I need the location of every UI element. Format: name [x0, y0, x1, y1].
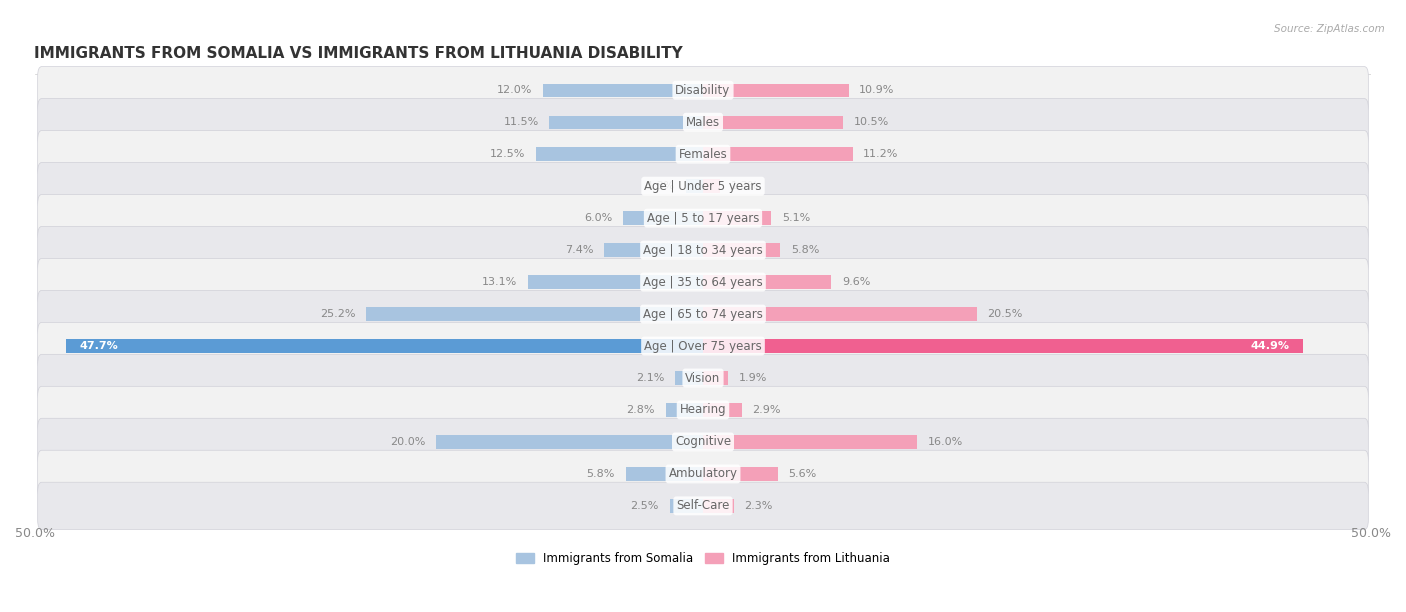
Bar [623, 211, 703, 225]
Bar [703, 179, 720, 193]
Text: Source: ZipAtlas.com: Source: ZipAtlas.com [1274, 24, 1385, 34]
Text: 2.3%: 2.3% [744, 501, 773, 511]
Text: 20.0%: 20.0% [389, 437, 425, 447]
Text: 9.6%: 9.6% [842, 277, 870, 287]
Bar [436, 435, 703, 449]
Text: 44.9%: 44.9% [1250, 341, 1289, 351]
Bar [703, 147, 852, 161]
Text: 20.5%: 20.5% [987, 309, 1024, 319]
Bar [703, 116, 844, 129]
Bar [529, 275, 703, 289]
Text: 11.2%: 11.2% [863, 149, 898, 159]
FancyBboxPatch shape [38, 354, 1368, 401]
Text: 13.1%: 13.1% [482, 277, 517, 287]
FancyBboxPatch shape [38, 418, 1368, 466]
Text: 7.4%: 7.4% [565, 245, 593, 255]
FancyBboxPatch shape [38, 291, 1368, 338]
Text: 5.1%: 5.1% [782, 213, 810, 223]
Bar [66, 339, 703, 353]
Bar [703, 499, 734, 513]
Text: Age | 18 to 34 years: Age | 18 to 34 years [643, 244, 763, 256]
Bar [605, 244, 703, 257]
Bar [675, 371, 703, 385]
Text: 1.3%: 1.3% [647, 181, 675, 191]
Bar [703, 339, 1303, 353]
Text: Age | Under 5 years: Age | Under 5 years [644, 180, 762, 193]
Text: 1.9%: 1.9% [740, 373, 768, 383]
Text: Disability: Disability [675, 84, 731, 97]
Bar [703, 371, 728, 385]
Bar [703, 275, 831, 289]
Bar [703, 403, 742, 417]
Text: 25.2%: 25.2% [321, 309, 356, 319]
Text: IMMIGRANTS FROM SOMALIA VS IMMIGRANTS FROM LITHUANIA DISABILITY: IMMIGRANTS FROM SOMALIA VS IMMIGRANTS FR… [34, 46, 682, 61]
Text: 2.5%: 2.5% [630, 501, 659, 511]
FancyBboxPatch shape [38, 258, 1368, 306]
Text: Hearing: Hearing [679, 403, 727, 417]
Text: 2.8%: 2.8% [627, 405, 655, 415]
Text: 10.9%: 10.9% [859, 85, 894, 95]
Text: Age | Over 75 years: Age | Over 75 years [644, 340, 762, 353]
Bar [703, 435, 917, 449]
Legend: Immigrants from Somalia, Immigrants from Lithuania: Immigrants from Somalia, Immigrants from… [512, 547, 894, 570]
Bar [703, 339, 1303, 353]
FancyBboxPatch shape [38, 195, 1368, 242]
Bar [703, 467, 778, 480]
FancyBboxPatch shape [38, 99, 1368, 146]
Text: 10.5%: 10.5% [853, 118, 889, 127]
FancyBboxPatch shape [38, 130, 1368, 178]
Bar [703, 307, 977, 321]
FancyBboxPatch shape [38, 450, 1368, 498]
Bar [703, 244, 780, 257]
Text: Age | 35 to 64 years: Age | 35 to 64 years [643, 275, 763, 289]
Text: Vision: Vision [685, 371, 721, 384]
FancyBboxPatch shape [38, 386, 1368, 434]
Text: 12.5%: 12.5% [489, 149, 526, 159]
Text: 47.7%: 47.7% [79, 341, 118, 351]
Text: 12.0%: 12.0% [496, 85, 531, 95]
FancyBboxPatch shape [38, 163, 1368, 210]
Text: Age | 5 to 17 years: Age | 5 to 17 years [647, 212, 759, 225]
Text: Self-Care: Self-Care [676, 499, 730, 512]
Text: 2.9%: 2.9% [752, 405, 780, 415]
Bar [543, 84, 703, 97]
Text: 5.8%: 5.8% [586, 469, 614, 479]
Bar [550, 116, 703, 129]
Bar [367, 307, 703, 321]
Bar [669, 499, 703, 513]
Text: Females: Females [679, 147, 727, 161]
Text: 5.6%: 5.6% [789, 469, 817, 479]
Text: Males: Males [686, 116, 720, 129]
Text: Ambulatory: Ambulatory [668, 468, 738, 480]
Bar [703, 84, 849, 97]
Bar [66, 339, 703, 353]
Bar [536, 147, 703, 161]
Text: 6.0%: 6.0% [583, 213, 612, 223]
Text: 5.8%: 5.8% [792, 245, 820, 255]
Text: 16.0%: 16.0% [928, 437, 963, 447]
Text: Age | 65 to 74 years: Age | 65 to 74 years [643, 308, 763, 321]
Bar [703, 211, 770, 225]
FancyBboxPatch shape [38, 67, 1368, 114]
Bar [686, 179, 703, 193]
FancyBboxPatch shape [38, 226, 1368, 274]
Bar [665, 403, 703, 417]
FancyBboxPatch shape [38, 482, 1368, 529]
Text: 11.5%: 11.5% [503, 118, 538, 127]
Text: 1.3%: 1.3% [731, 181, 759, 191]
Bar [626, 467, 703, 480]
FancyBboxPatch shape [38, 323, 1368, 370]
Text: Cognitive: Cognitive [675, 436, 731, 449]
Text: 2.1%: 2.1% [636, 373, 664, 383]
